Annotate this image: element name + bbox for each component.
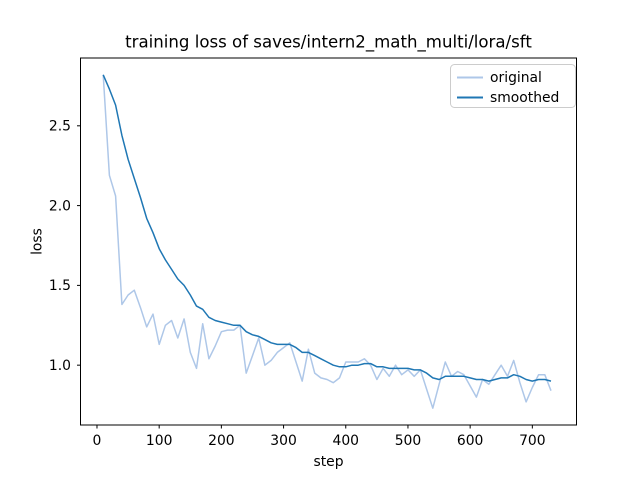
x-tick-label: 100 xyxy=(146,433,173,449)
axes-frame xyxy=(80,57,577,426)
x-tick-label: 300 xyxy=(270,433,297,449)
smoothed-series-line xyxy=(102,74,552,382)
chart-title: training loss of saves/intern2_math_mult… xyxy=(125,33,532,53)
plot-area: 0 100 200 300 400 500 600 700 1.0 1.5 2.0 2.5 xyxy=(49,57,577,449)
y-tick-label: 2.0 xyxy=(49,198,71,214)
legend-label-smoothed: smoothed xyxy=(490,90,559,106)
x-tick-label: 600 xyxy=(457,433,484,449)
x-tick-label: 400 xyxy=(333,433,360,449)
y-axis-label: loss xyxy=(29,228,45,255)
legend: original smoothed xyxy=(450,64,576,108)
legend-label-original: original xyxy=(490,70,542,86)
x-tick-label: 700 xyxy=(519,433,546,449)
x-axis-label: step xyxy=(313,454,343,470)
y-tick-label: 1.0 xyxy=(49,358,71,374)
original-series-line xyxy=(102,74,552,409)
y-tick-label: 2.5 xyxy=(49,119,71,135)
x-tick-label: 500 xyxy=(395,433,422,449)
x-tick-label: 200 xyxy=(208,433,235,449)
x-tick-label: 0 xyxy=(93,433,102,449)
y-tick-label: 1.5 xyxy=(49,278,71,294)
